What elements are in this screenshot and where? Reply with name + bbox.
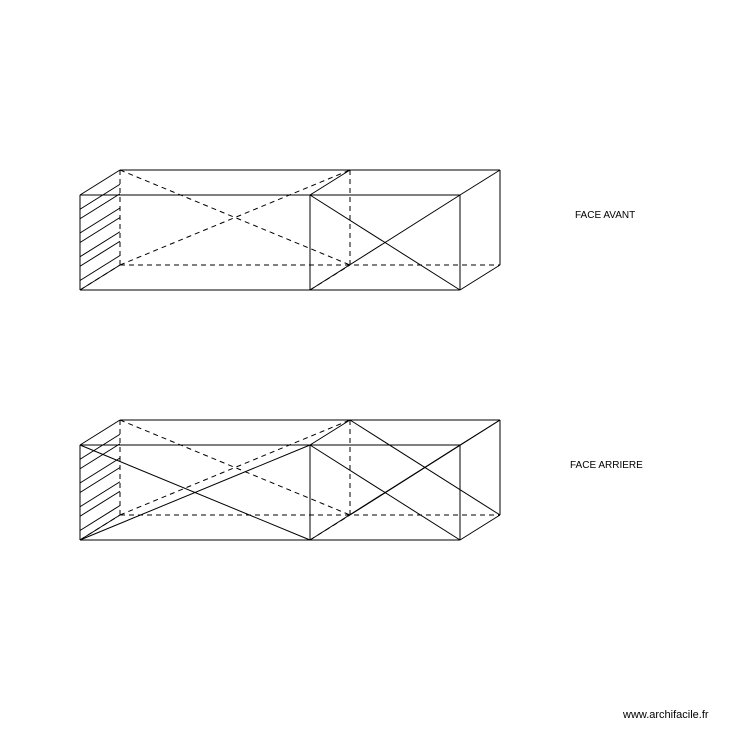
diagram-canvas [0, 0, 750, 750]
watermark: www.archifacile.fr [623, 709, 709, 721]
label-face-avant: FACE AVANT [575, 210, 635, 221]
label-face-arriere: FACE ARRIERE [570, 460, 643, 471]
